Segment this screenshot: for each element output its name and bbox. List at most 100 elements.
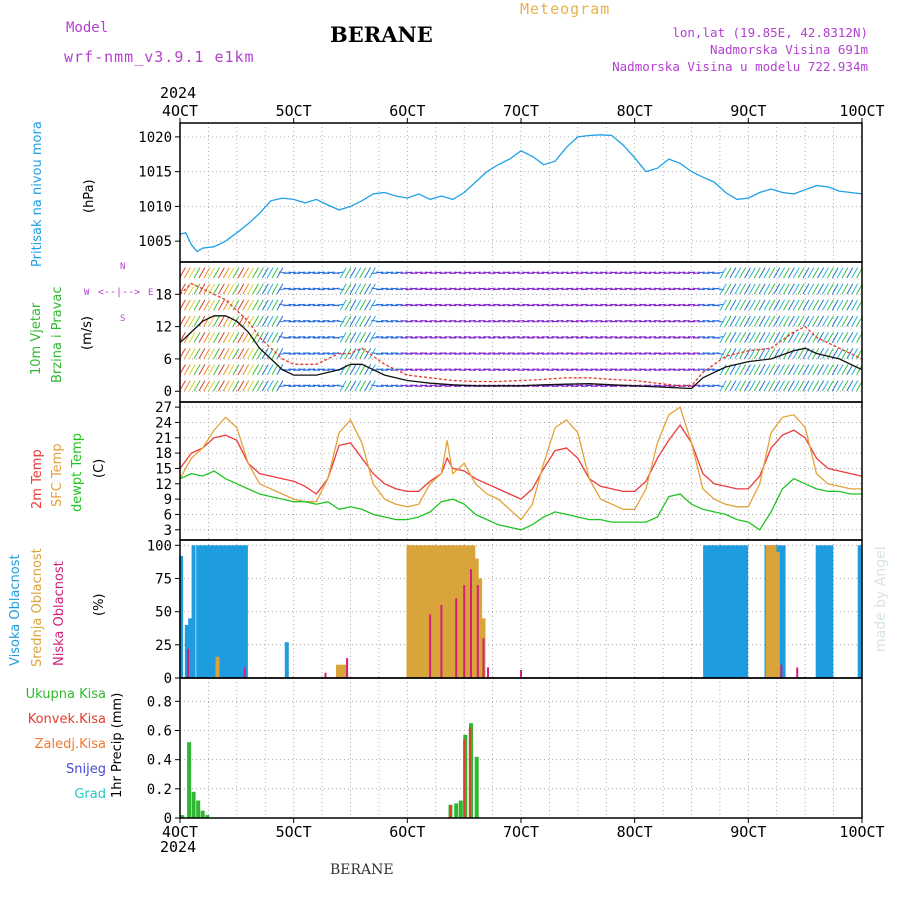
wind-barb (364, 283, 371, 295)
bar-total_precip (463, 734, 468, 818)
wind-barb (227, 364, 235, 376)
wind-barb (763, 331, 771, 343)
y-tick-label: 15 (155, 461, 172, 477)
bar-total_precip (191, 791, 196, 819)
wind-barb (836, 315, 844, 327)
wind-barb (822, 283, 829, 295)
wind-barb (247, 315, 255, 327)
wind-barb (339, 315, 347, 327)
compass-east-label: E (148, 288, 154, 298)
wind-barb (203, 380, 211, 392)
wind-barb (826, 364, 834, 376)
wind-barb (266, 267, 274, 279)
wind-barb (217, 331, 225, 343)
wind-barb (349, 283, 357, 295)
wind-barb (763, 267, 771, 279)
cloud-unit-label: (%) (92, 593, 107, 617)
wind-barb (271, 283, 279, 295)
wind-barb (252, 315, 259, 327)
wind-barb (822, 315, 829, 327)
wind-barb (778, 283, 786, 295)
wind-barb (758, 348, 766, 359)
wind-barb (802, 267, 810, 279)
wind-barb (271, 348, 279, 359)
bar-total_precip (205, 815, 210, 818)
wind-barb (831, 299, 839, 311)
bar-mid_cloud (420, 545, 425, 678)
wind-barb (807, 364, 815, 376)
wind-barb (252, 267, 259, 279)
wind-barb (364, 331, 371, 343)
wind-barb (364, 315, 371, 327)
y-tick-label: 18 (155, 287, 172, 303)
wind-barb (846, 283, 854, 295)
bar-high_cloud (703, 545, 708, 678)
wind-barb (797, 299, 805, 311)
wind-barb (339, 299, 347, 311)
wind-barb (213, 267, 220, 279)
wind-barb (213, 283, 220, 295)
wind-barb (242, 299, 250, 311)
bar-mid_cloud (457, 545, 462, 678)
bar-mid_cloud (416, 545, 421, 678)
wind-barb (851, 348, 859, 359)
dewpt-axis-title: dewpt Temp (70, 432, 85, 512)
wind-barb (797, 348, 805, 359)
wind-barb (802, 315, 810, 327)
wind-barb (739, 315, 747, 327)
wind-barb (719, 283, 727, 295)
y-tick-label: 27 (155, 400, 172, 416)
wind-barb (846, 331, 854, 343)
wind-barb (208, 380, 216, 392)
wind-barb (183, 267, 191, 279)
wind-barb (271, 315, 279, 327)
wind-barb (368, 331, 376, 343)
wind-barb (758, 315, 766, 327)
wind-barb (812, 267, 820, 279)
wind-barb (344, 315, 352, 327)
wind-barb (188, 331, 196, 343)
wind-barb (787, 380, 795, 392)
wind-barb (222, 267, 230, 279)
wind-barb (822, 299, 829, 311)
wind-barb (266, 299, 274, 311)
wind-barb (744, 267, 751, 279)
wind-barb (758, 283, 766, 295)
wind-barb (831, 267, 839, 279)
y-tick-label: 0.2 (147, 782, 172, 798)
bar-mid_cloud (339, 664, 344, 678)
wind-barb (237, 267, 245, 279)
wind-barb (783, 299, 790, 311)
wind-barb (208, 331, 216, 343)
wind-barb (193, 299, 201, 311)
precip-unit-label: 1hr Precip (mm) (110, 692, 125, 798)
wind-barb (826, 348, 834, 359)
wind-barb (712, 287, 725, 291)
bar-low_cloud (346, 658, 349, 678)
bar-mid_cloud (413, 545, 418, 678)
wind-barb (758, 299, 766, 311)
wind-barb (778, 315, 786, 327)
wind-barb (217, 267, 225, 279)
wind-barb (242, 283, 250, 295)
wind-barb (247, 299, 255, 311)
wind-barb (227, 331, 235, 343)
legend-hail: Grad (74, 787, 106, 802)
wind-barb (778, 364, 786, 376)
wind-barb (349, 364, 357, 376)
wind-barb (349, 299, 357, 311)
panel-precipitation (175, 678, 863, 819)
wind-barb (792, 331, 800, 343)
wind-barb (359, 283, 367, 295)
bar-low_cloud (520, 670, 522, 678)
wind-barb (758, 267, 766, 279)
wind-barb (812, 364, 820, 376)
wind-barb (332, 271, 345, 275)
wind-barb (339, 380, 347, 392)
bar-mid_cloud (471, 545, 476, 678)
wind-barb (719, 331, 727, 343)
station-altitude: Nadmorska Visina 691m (709, 42, 868, 57)
bar-high_cloud (209, 545, 214, 678)
wind-barb (213, 299, 220, 311)
wind-barb (778, 267, 786, 279)
